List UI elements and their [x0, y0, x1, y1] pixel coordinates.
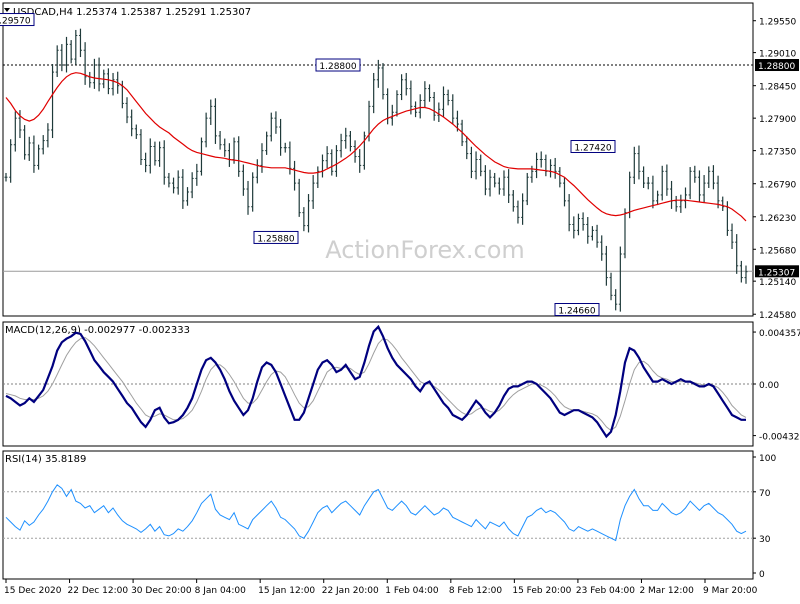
rsi-header: RSI(14) 35.8189 [5, 454, 86, 465]
x-tick-label: 9 Mar 20:00 [703, 586, 758, 596]
x-tick-label: 30 Dec 20:00 [131, 586, 192, 596]
price-ytick-label: 1.29550 [759, 18, 796, 28]
annotation-label: 1.27420 [574, 144, 611, 154]
rsi-line [5, 484, 747, 542]
price-ytick-label: 1.27900 [759, 115, 796, 125]
rsi-ytick-label: 0 [759, 570, 765, 580]
rsi-panel-frame [2, 450, 754, 580]
level-price-box-label: 1.28800 [758, 62, 795, 72]
macd-line [5, 324, 746, 439]
annotation-box [315, 58, 361, 72]
annotation-box [0, 13, 35, 27]
price-ytick-label: 1.24580 [759, 311, 796, 321]
price-ytick-label: 1.29010 [759, 50, 796, 60]
x-tick-label: 8 Feb 12:00 [449, 586, 503, 596]
macd-signal-line [5, 336, 747, 432]
x-tick-label: 15 Feb 20:00 [512, 586, 571, 596]
annotation-box [554, 303, 600, 317]
x-tick-label: 2 Mar 12:00 [639, 586, 694, 596]
price-header: USDCAD,H4 1.25374 1.25387 1.25291 1.2530… [13, 7, 251, 18]
macd-ytick-label: 0.004357 [759, 329, 800, 339]
rsi-ytick-label: 100 [759, 454, 776, 464]
price-ytick-label: 1.27350 [759, 148, 796, 158]
x-tick-label: 22 Dec 12:00 [68, 586, 129, 596]
annotation-box [570, 140, 616, 154]
x-tick-label: 1 Feb 04:00 [385, 586, 439, 596]
macd-header: MACD(12,26,9) -0.002977 -0.002333 [5, 325, 190, 336]
price-ytick-label: 1.25140 [759, 278, 796, 288]
price-ytick-label: 1.26790 [759, 181, 796, 191]
macd-ytick-label: 0.00 [759, 381, 779, 391]
price-ytick-label: 1.26230 [759, 214, 796, 224]
price-ytick-label: 1.25680 [759, 246, 796, 256]
header-dropdown-icon [4, 8, 10, 12]
current-price-box [755, 265, 799, 278]
annotation-label: 1.29570 [0, 17, 31, 27]
x-tick-label: 15 Dec 2020 [4, 586, 62, 596]
watermark: ActionForex.com [325, 236, 525, 264]
annotation-label: 1.25880 [257, 234, 294, 244]
rsi-ytick-label: 70 [759, 489, 771, 499]
x-tick-label: 22 Jan 20:00 [322, 586, 379, 596]
price-ytick-label: 1.28450 [759, 83, 796, 93]
current-price-box-label: 1.25307 [758, 268, 795, 278]
rsi-ytick-label: 30 [759, 535, 771, 545]
x-tick-label: 23 Feb 04:00 [576, 586, 635, 596]
moving-average-line [5, 72, 747, 222]
annotation-label: 1.28800 [319, 62, 356, 72]
level-price-box [755, 59, 799, 72]
annotation-label: 1.24660 [558, 307, 595, 317]
x-tick-label: 15 Jan 12:00 [258, 586, 315, 596]
price-panel-frame [2, 2, 754, 317]
macd-ytick-label: -0.004328 [759, 433, 800, 443]
x-tick-label: 8 Jan 04:00 [195, 586, 247, 596]
annotation-box [253, 230, 299, 244]
